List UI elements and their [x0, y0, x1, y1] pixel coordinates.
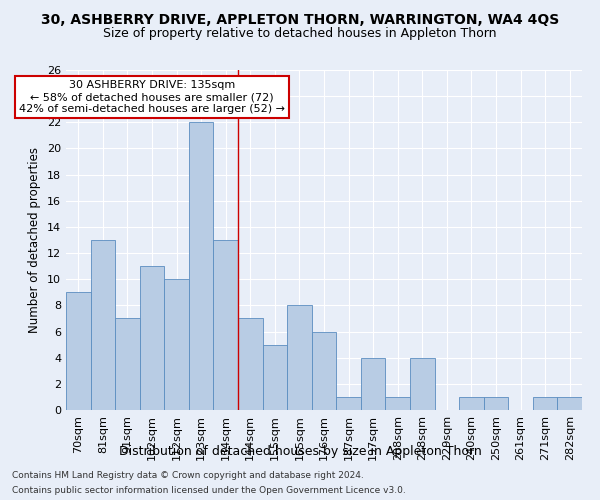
Y-axis label: Number of detached properties: Number of detached properties	[28, 147, 41, 333]
Bar	[557, 397, 582, 410]
Bar	[410, 358, 434, 410]
Bar	[238, 318, 263, 410]
Bar	[484, 397, 508, 410]
Text: Contains public sector information licensed under the Open Government Licence v3: Contains public sector information licen…	[12, 486, 406, 495]
Bar	[115, 318, 140, 410]
Bar	[263, 344, 287, 410]
Bar	[164, 279, 189, 410]
Bar	[533, 397, 557, 410]
Text: Size of property relative to detached houses in Appleton Thorn: Size of property relative to detached ho…	[103, 28, 497, 40]
Bar	[287, 306, 312, 410]
Text: 30 ASHBERRY DRIVE: 135sqm
← 58% of detached houses are smaller (72)
42% of semi-: 30 ASHBERRY DRIVE: 135sqm ← 58% of detac…	[19, 80, 285, 114]
Bar	[312, 332, 336, 410]
Text: Distribution of detached houses by size in Appleton Thorn: Distribution of detached houses by size …	[119, 445, 481, 458]
Bar	[214, 240, 238, 410]
Bar	[361, 358, 385, 410]
Bar	[140, 266, 164, 410]
Bar	[336, 397, 361, 410]
Text: 30, ASHBERRY DRIVE, APPLETON THORN, WARRINGTON, WA4 4QS: 30, ASHBERRY DRIVE, APPLETON THORN, WARR…	[41, 12, 559, 26]
Text: Contains HM Land Registry data © Crown copyright and database right 2024.: Contains HM Land Registry data © Crown c…	[12, 471, 364, 480]
Bar	[91, 240, 115, 410]
Bar	[189, 122, 214, 410]
Bar	[66, 292, 91, 410]
Bar	[385, 397, 410, 410]
Bar	[459, 397, 484, 410]
